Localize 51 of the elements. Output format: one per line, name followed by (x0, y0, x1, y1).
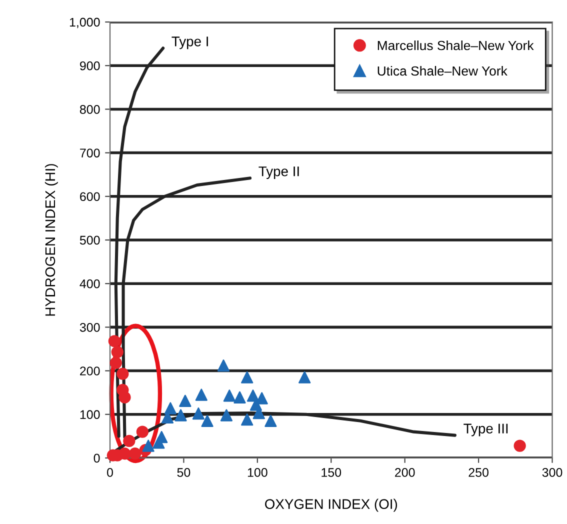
point (116, 368, 129, 380)
point (142, 440, 154, 452)
y-tick-label: 900 (80, 61, 100, 70)
annotation: Type II (258, 166, 299, 180)
point (179, 394, 192, 407)
point (514, 440, 526, 452)
x-tick-label: 200 (395, 468, 415, 477)
point (192, 407, 205, 420)
x-tick-label: 300 (542, 468, 562, 477)
x-tick-label: 250 (468, 468, 488, 477)
point (234, 391, 246, 404)
x-tick-label: 100 (248, 468, 268, 477)
y-axis-title: HYDROGEN INDEX (HI) (44, 164, 58, 316)
point (264, 414, 277, 427)
y-tick-label: 800 (80, 105, 100, 114)
point (217, 359, 230, 372)
x-tick-label: 0 (107, 468, 113, 477)
point (164, 402, 177, 414)
point (118, 391, 131, 404)
point (246, 390, 260, 402)
y-tick-label: 200 (80, 366, 100, 376)
point (220, 409, 233, 422)
point (298, 371, 311, 384)
y-tick-label: 100 (80, 410, 100, 420)
y-tick-label: 400 (80, 279, 100, 288)
x-axis-title: OXYGEN INDEX (OI) (265, 498, 398, 512)
point (201, 414, 214, 427)
x-tick-label: 150 (322, 468, 342, 477)
point (128, 448, 142, 460)
x-tick-label: 50 (177, 468, 190, 477)
point (111, 346, 124, 358)
y-tick-label: 600 (80, 192, 100, 202)
annotation: Type III (464, 424, 508, 436)
point (110, 356, 122, 370)
point (152, 436, 165, 449)
point (241, 371, 254, 384)
y-tick-label: 500 (80, 236, 100, 245)
y-tick-label: 300 (80, 322, 100, 332)
point (108, 335, 120, 348)
legend-label: Marcellus Shale–New York (378, 40, 534, 50)
y-tick-label: 1,000 (70, 18, 100, 28)
point (195, 388, 208, 401)
point (174, 409, 187, 422)
point (223, 390, 236, 402)
legend-label: Utica Shale–New York (378, 66, 508, 76)
y-tick-label: 700 (80, 148, 100, 158)
point (123, 434, 136, 448)
point (241, 414, 254, 426)
annotation: Type I (172, 36, 208, 50)
y-tick-label: 0 (94, 454, 100, 463)
point (136, 426, 149, 438)
